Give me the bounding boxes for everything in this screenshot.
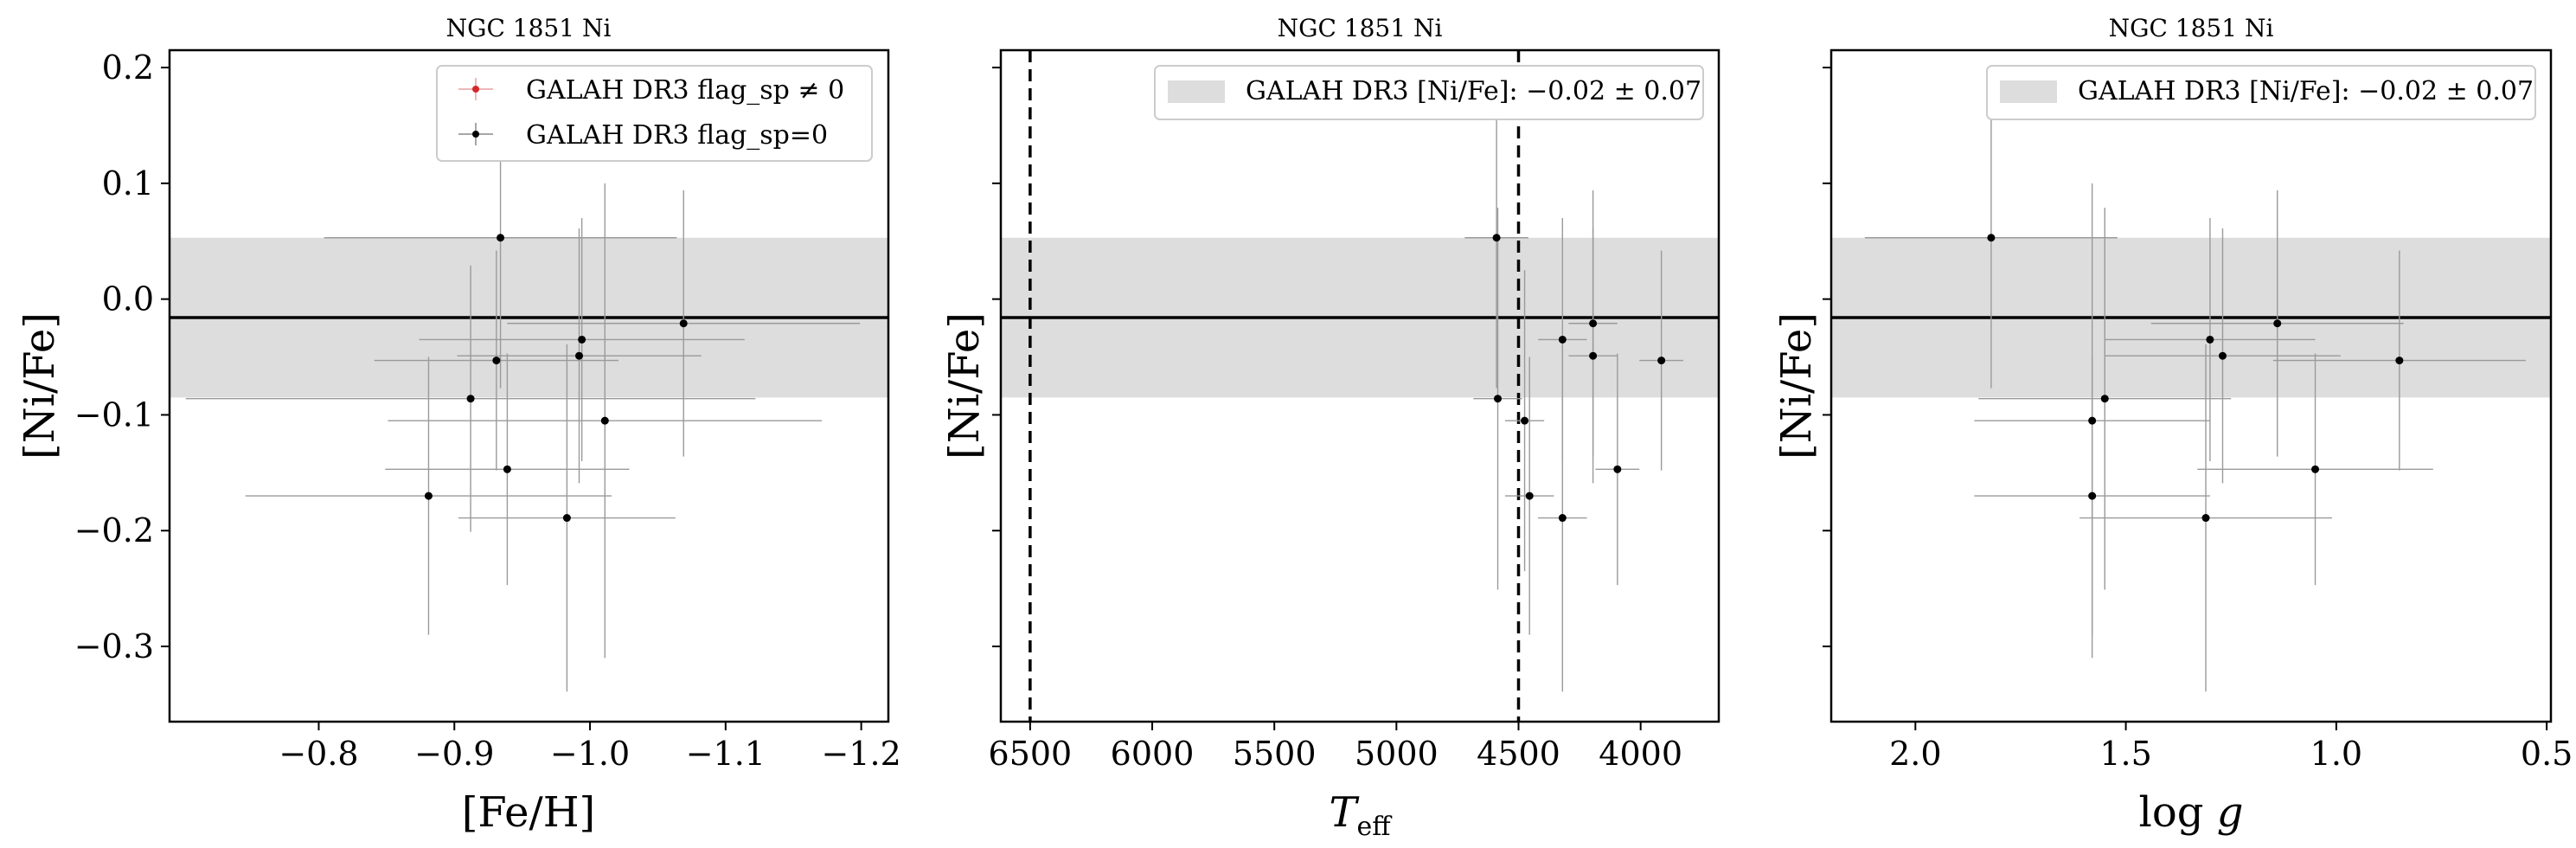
data-point [2206, 335, 2214, 344]
panel-title: NGC 1851 Ni [1278, 14, 1443, 42]
y-tick-label: 0.0 [102, 280, 154, 318]
y-tick-label: 0.1 [102, 164, 154, 202]
legend-band-swatch [1168, 80, 1225, 103]
plot-frame [999, 48, 1721, 723]
x-axis-label: [Fe/H] [462, 788, 596, 837]
data-point [2395, 357, 2404, 365]
data-point [503, 465, 511, 473]
y-ticks: 0.2 0.1 0.0 −0.1 −0.2 −0.3 [74, 48, 170, 665]
data-point [1558, 514, 1567, 523]
legend-band-swatch [2000, 80, 2057, 103]
data-point [1589, 351, 1598, 360]
x-axis-label: Teff [1329, 788, 1393, 842]
panel-teff: NGC 1851 Ni 6500 6000 5500 5000 4500 4000 Tef… [940, 14, 1721, 842]
panel-title: NGC 1851 Ni [446, 14, 612, 42]
x-tick-label: −1.2 [822, 735, 901, 773]
x-ticks: −0.8 −0.9 −1.0 −1.1 −1.2 [279, 722, 901, 773]
legend-marker-red [458, 78, 493, 100]
legend: GALAH DR3 flag_sp ≠ 0 GALAH DR3 flag_sp=… [436, 65, 873, 162]
reference-lines [1028, 50, 1521, 722]
x-tick-label: 5500 [1233, 735, 1317, 773]
y-tick-label: 0.2 [102, 48, 154, 87]
x-tick-label: −1.1 [686, 735, 766, 773]
data-point [1613, 465, 1622, 473]
y-axis-label: [Ni/Fe] [1772, 312, 1821, 459]
data-point [1494, 395, 1503, 403]
x-tick-label: 1.5 [2099, 735, 2151, 773]
x-tick-label: −0.9 [414, 735, 494, 773]
data-point [2088, 416, 2097, 425]
y-tick-label: −0.2 [74, 511, 154, 549]
data-point [2100, 395, 2109, 403]
x-tick-label: 6000 [1111, 735, 1195, 773]
data-point [2218, 351, 2227, 360]
panel-logg: NGC 1851 Ni 2.0 1.5 1.0 0.5 log g [Ni/Fe] G… [1772, 14, 2573, 837]
plot-frame [1829, 48, 2553, 723]
legend: GALAH DR3 [Ni/Fe]: −0.02 ± 0.07 [1154, 65, 1704, 120]
y-tick-label: −0.3 [74, 627, 154, 665]
x-tick-label: 4500 [1477, 735, 1560, 773]
legend-label-unflagged: GALAH DR3 flag_sp=0 [526, 120, 828, 151]
panel-feh: NGC 1851 Ni 0.20.10.0−0.1−0.2−0.3 −0.8 −0… [16, 14, 901, 837]
data-point [1492, 234, 1501, 242]
legend-label-flagged: GALAH DR3 flag_sp ≠ 0 [526, 75, 844, 106]
legend-label-band: GALAH DR3 [Ni/Fe]: −0.02 ± 0.07 [2078, 76, 2534, 106]
x-tick-label: 1.0 [2310, 735, 2362, 773]
x-tick-label: 6500 [989, 735, 1073, 773]
legend: GALAH DR3 [Ni/Fe]: −0.02 ± 0.07 [1986, 65, 2536, 120]
legend-marker-black [458, 123, 493, 145]
data-points [1492, 234, 1666, 523]
x-tick-label: −0.8 [279, 735, 358, 773]
x-tick-label: 4000 [1599, 735, 1682, 773]
data-point [1525, 491, 1534, 500]
x-axis-label: log g [2139, 788, 2244, 837]
y-ticks [1823, 67, 1831, 648]
y-tick-label: −0.1 [74, 395, 154, 434]
data-point [1589, 319, 1598, 328]
data-point [424, 491, 433, 500]
data-point [466, 395, 475, 403]
x-tick-label: 2.0 [1889, 735, 1941, 773]
legend-box [1154, 65, 1704, 120]
data-points [1987, 234, 2404, 523]
x-tick-label: 0.5 [2521, 735, 2573, 773]
data-point [575, 351, 584, 360]
data-point [2088, 491, 2097, 500]
x-tick-label: 5000 [1355, 735, 1439, 773]
legend-label-band: GALAH DR3 [Ni/Fe]: −0.02 ± 0.07 [1246, 76, 1701, 106]
panel-title: NGC 1851 Ni [2109, 14, 2274, 42]
data-point [2273, 319, 2282, 328]
y-axis-label: [Ni/Fe] [16, 312, 64, 459]
data-point [492, 357, 501, 365]
data-point [562, 514, 571, 523]
y-ticks [992, 67, 1001, 648]
plot-frame [168, 48, 890, 723]
data-point [2201, 514, 2210, 523]
data-point [2311, 465, 2320, 473]
data-point [1521, 416, 1529, 425]
data-point [578, 335, 586, 344]
x-tick-label: −1.0 [550, 735, 630, 773]
data-point [600, 416, 609, 425]
data-points [424, 234, 688, 523]
x-ticks: 6500 6000 5500 5000 4500 4000 [989, 722, 1682, 773]
data-point [497, 234, 505, 242]
data-point [1987, 234, 1996, 242]
data-point [679, 319, 688, 328]
data-point [1657, 357, 1666, 365]
x-ticks: 2.0 1.5 1.0 0.5 [1889, 722, 2573, 773]
data-point [1558, 335, 1567, 344]
y-axis-label: [Ni/Fe] [940, 312, 989, 459]
legend-box [1986, 65, 2536, 120]
legend-box [436, 65, 873, 162]
